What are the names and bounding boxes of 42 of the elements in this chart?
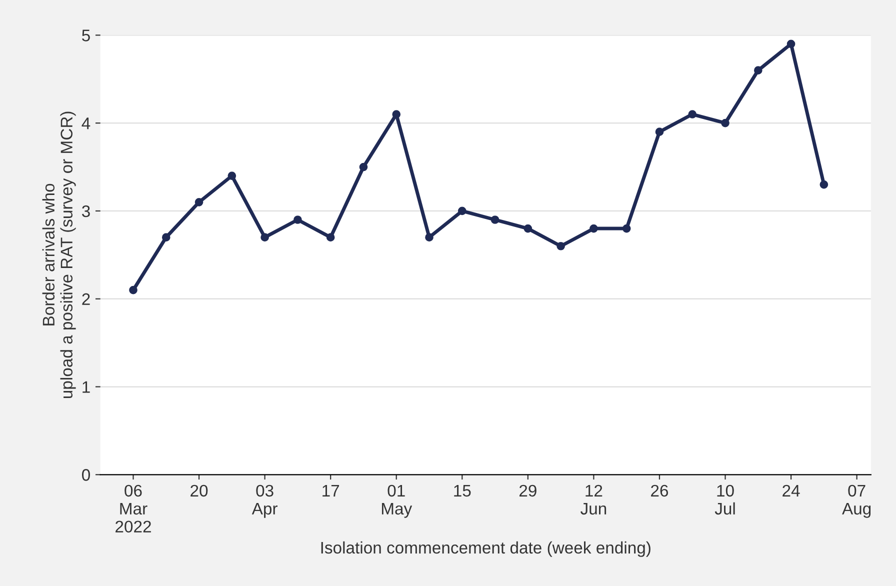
x-tick-label: 15 [454, 484, 471, 497]
y-tick-label: 1 [82, 381, 90, 393]
point [326, 233, 335, 242]
x-tick-label: 06 Mar 2022 [116, 484, 151, 533]
point [392, 110, 401, 118]
x-tick-label: 29 [519, 484, 536, 497]
x-tick-label: 03 Apr [252, 484, 278, 518]
y-tick-label: 4 [82, 118, 90, 130]
point [194, 198, 204, 206]
point [524, 224, 532, 233]
point [622, 224, 631, 233]
x-tick-label: 01 May [382, 484, 412, 518]
point [260, 233, 269, 242]
point [754, 66, 762, 74]
x-axis-title: Isolation commencement date (week ending) [321, 541, 650, 557]
point [590, 224, 598, 233]
x-tick-label: 26 [651, 484, 668, 497]
point [820, 180, 828, 189]
y-tick-label: 5 [82, 30, 90, 42]
point [359, 162, 368, 172]
point [129, 286, 138, 294]
y-tick-label: 3 [82, 205, 90, 218]
point [786, 40, 796, 48]
y-axis-title: Border arrivals who upload a positive RAT (survey or MCR) [42, 112, 76, 398]
x-tick-label: 24 [782, 484, 800, 496]
point [458, 206, 466, 216]
point [721, 118, 730, 128]
point [655, 128, 664, 136]
point [425, 233, 434, 242]
x-tick-label: 17 [322, 484, 340, 496]
point [688, 110, 697, 118]
point [294, 216, 302, 224]
y-tick-label: 0 [82, 469, 90, 481]
point [162, 233, 170, 242]
x-tick-label: 10 Jul [714, 484, 735, 515]
x-tick-label: 20 [190, 484, 208, 497]
x-tick-label: 12 Jun [580, 484, 606, 515]
point [490, 216, 500, 224]
point [556, 242, 565, 250]
x-tick-label: 07 Aug [842, 484, 871, 518]
y-tick-label: 2 [82, 293, 90, 305]
point [228, 172, 236, 180]
